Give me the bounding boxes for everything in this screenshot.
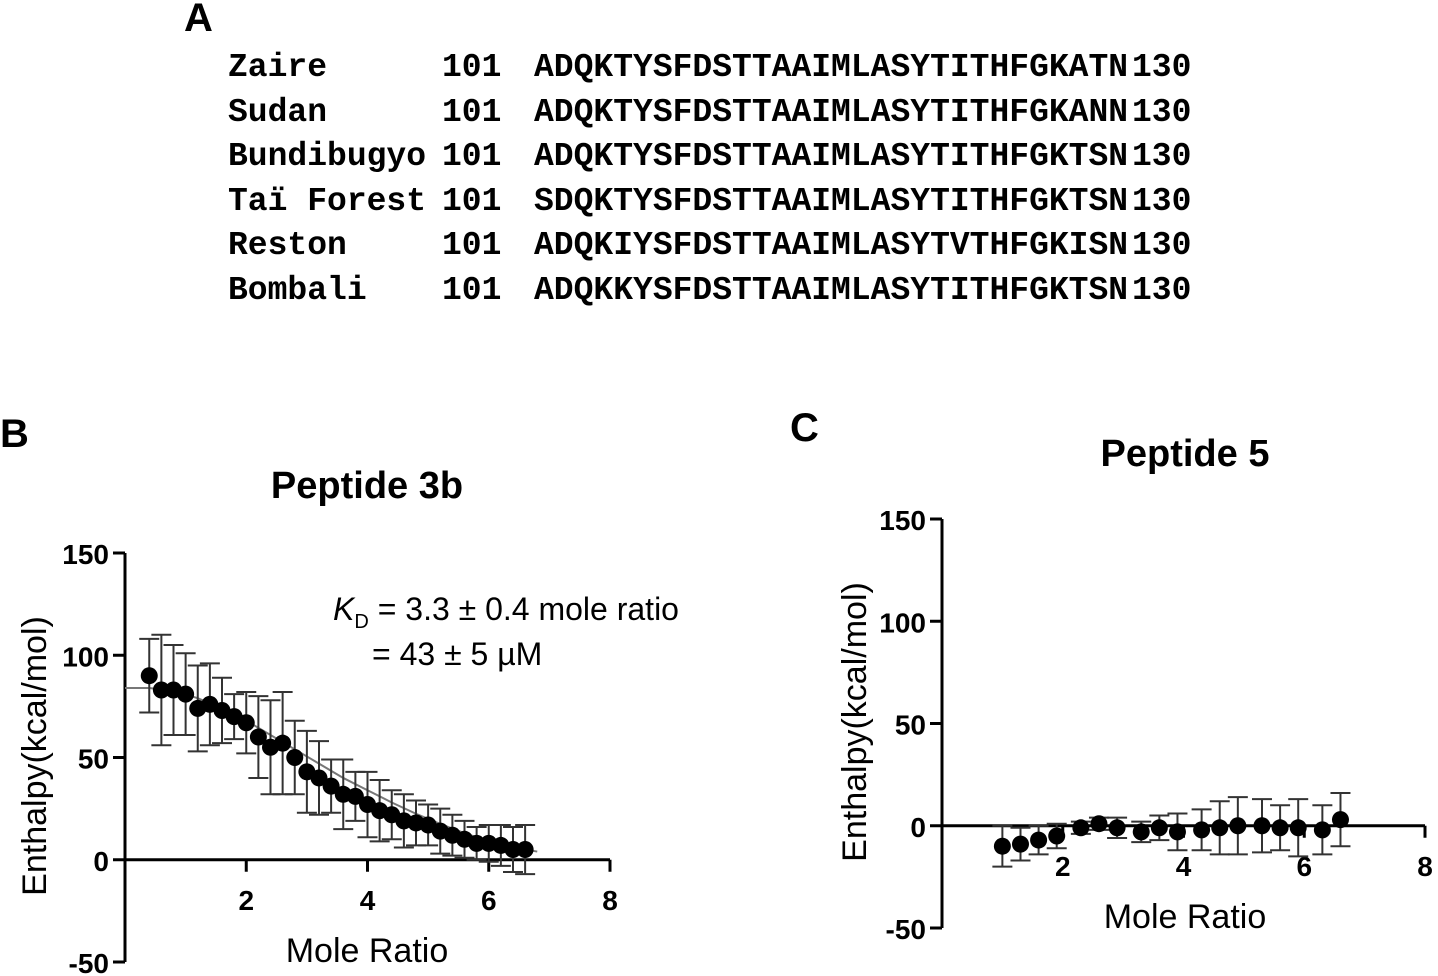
species-name: Taï Forest bbox=[228, 182, 427, 220]
species-name: Bundibugyo bbox=[228, 138, 427, 176]
data-point bbox=[1168, 823, 1186, 841]
end-position: 130 bbox=[1132, 182, 1192, 220]
data-point bbox=[1090, 815, 1108, 833]
chart-title: Peptide 3b bbox=[271, 465, 463, 507]
y-tick-label: 150 bbox=[879, 505, 926, 536]
species-name: Sudan bbox=[228, 93, 328, 131]
y-axis-label: Enthalpy(kcal/mol) bbox=[16, 616, 54, 896]
y-tick-label: 0 bbox=[910, 812, 926, 843]
y-tick-label: 100 bbox=[62, 641, 109, 672]
data-point bbox=[237, 714, 255, 732]
start-position: 101 bbox=[442, 182, 502, 220]
data-point bbox=[1011, 835, 1029, 853]
sequence-text: SDQKTYSFDSTTAAIMLASYTITHFGKTSN bbox=[534, 182, 1129, 220]
species-name: Bombali bbox=[228, 271, 367, 309]
data-point bbox=[152, 681, 170, 699]
kd-annotation-line2: = 43 ± 5 µM bbox=[372, 636, 542, 672]
end-position: 130 bbox=[1132, 138, 1192, 176]
species-name: Zaire bbox=[228, 49, 328, 86]
x-tick-label: 2 bbox=[238, 885, 254, 916]
start-position: 101 bbox=[442, 271, 502, 309]
sequence-text: ADQKKYSFDSTTAAIMLASYTITHFGKTSN bbox=[534, 271, 1129, 309]
panel-label-c: C bbox=[790, 406, 819, 450]
kd-annotation-line1: KD = 3.3 ± 0.4 mole ratio bbox=[333, 591, 679, 633]
kd-subscript: D bbox=[354, 611, 368, 633]
y-tick-label: 100 bbox=[879, 607, 926, 638]
data-point bbox=[1030, 831, 1048, 849]
x-tick-label: 6 bbox=[1296, 851, 1312, 882]
data-point bbox=[286, 749, 304, 766]
y-tick-label: -50 bbox=[69, 948, 109, 976]
data-point bbox=[1331, 811, 1349, 829]
data-point bbox=[993, 837, 1011, 855]
x-axis-label: Mole Ratio bbox=[286, 932, 449, 970]
x-axis-label: Mole Ratio bbox=[1104, 898, 1267, 936]
data-point bbox=[1072, 819, 1090, 837]
sequence-text: ADQKTYSFDSTTAAIMLASYTITHFGKANN bbox=[534, 93, 1129, 131]
data-point bbox=[274, 734, 292, 752]
kd-value: = 3.3 ± 0.4 mole ratio bbox=[369, 591, 679, 627]
sequence-text: ADQKIYSFDSTTAAIMLASYTVTHFGKISN bbox=[534, 227, 1129, 265]
sequence-text: ADQKTYSFDSTTAAIMLASYTITHFGKTSN bbox=[534, 138, 1129, 176]
data-point bbox=[322, 777, 340, 795]
x-tick-label: 8 bbox=[1417, 851, 1433, 882]
data-point bbox=[1289, 819, 1307, 837]
data-point bbox=[1211, 819, 1229, 837]
start-position: 101 bbox=[442, 49, 502, 86]
data-point bbox=[504, 841, 522, 859]
species-name: Reston bbox=[228, 227, 347, 265]
chart-title: Peptide 5 bbox=[1101, 433, 1270, 475]
y-axis-label: Enthalpy(kcal/mol) bbox=[836, 582, 874, 862]
end-position: 130 bbox=[1132, 271, 1192, 309]
data-point bbox=[1108, 819, 1126, 837]
start-position: 101 bbox=[442, 138, 502, 176]
data-point bbox=[1150, 819, 1168, 837]
end-position: 130 bbox=[1132, 227, 1192, 265]
data-point bbox=[1271, 819, 1289, 837]
data-point bbox=[468, 834, 486, 852]
data-point bbox=[346, 787, 364, 805]
panel-label-a: A bbox=[184, 0, 213, 40]
y-tick-label: -50 bbox=[886, 914, 926, 945]
data-point bbox=[1253, 817, 1271, 835]
data-point bbox=[177, 685, 195, 703]
x-tick-label: 2 bbox=[1055, 851, 1071, 882]
data-point bbox=[1313, 821, 1331, 839]
data-point bbox=[516, 841, 534, 859]
data-point bbox=[1132, 823, 1150, 841]
x-tick-label: 8 bbox=[602, 885, 618, 916]
data-point bbox=[1229, 817, 1247, 835]
x-tick-label: 4 bbox=[1176, 851, 1192, 882]
data-point bbox=[1048, 827, 1066, 845]
data-point bbox=[140, 667, 158, 685]
y-tick-label: 50 bbox=[895, 710, 926, 741]
panel-label-b: B bbox=[0, 412, 29, 456]
y-tick-label: 150 bbox=[62, 539, 109, 570]
y-tick-label: 0 bbox=[93, 846, 109, 877]
data-point bbox=[249, 728, 267, 746]
end-position: 130 bbox=[1132, 49, 1192, 86]
data-point bbox=[310, 769, 328, 787]
y-tick-label: 50 bbox=[78, 744, 109, 775]
x-tick-label: 4 bbox=[360, 885, 376, 916]
sequence-text: ADQKTYSFDSTTAAIMLASYTITHFGKATN bbox=[534, 49, 1129, 86]
end-position: 130 bbox=[1132, 93, 1192, 131]
kd-symbol: K bbox=[333, 591, 356, 627]
start-position: 101 bbox=[442, 227, 502, 265]
data-point bbox=[1193, 821, 1211, 839]
x-tick-label: 6 bbox=[481, 885, 497, 916]
start-position: 101 bbox=[442, 93, 502, 131]
